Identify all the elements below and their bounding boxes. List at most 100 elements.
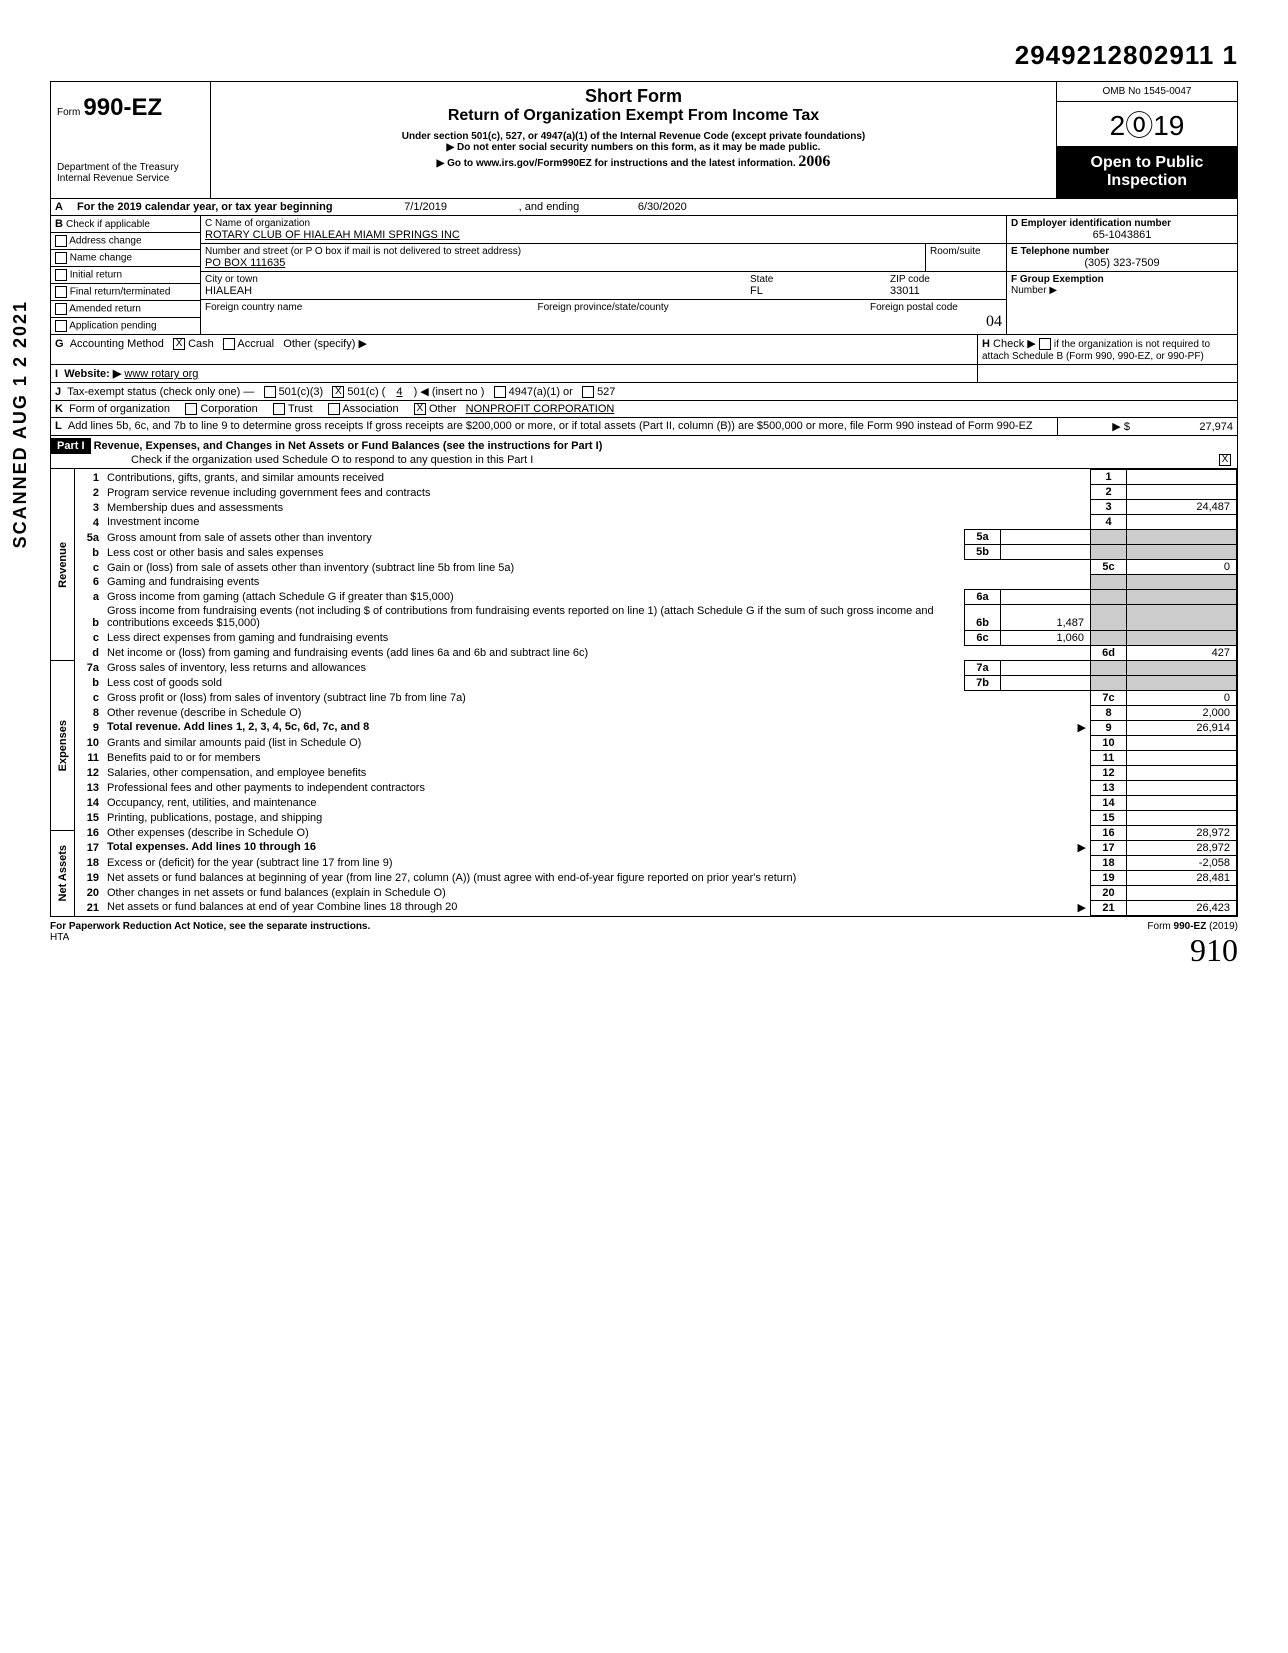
check-501c3[interactable] (264, 386, 276, 398)
room-label: Room/suite (930, 246, 1002, 257)
check-trust[interactable] (273, 403, 285, 415)
line-box-gray (1091, 589, 1127, 604)
line-box-gray (1091, 630, 1127, 645)
opt-4947a1: 4947(a)(1) or (509, 386, 573, 398)
line-number: 13 (75, 780, 103, 795)
i-label: Website: ▶ (64, 368, 121, 380)
check-501c[interactable]: X (332, 386, 344, 398)
check-h[interactable] (1039, 338, 1051, 350)
k-label: Form of organization (69, 403, 170, 415)
line-amount: 28,481 (1127, 870, 1237, 885)
check-amended-return[interactable] (55, 303, 67, 315)
line-box-gray (1091, 575, 1127, 590)
section-expenses: Expenses (57, 720, 69, 771)
line-number: 15 (75, 810, 103, 825)
opt-other-org: Other (429, 403, 457, 415)
line-text: Program service revenue including govern… (103, 485, 1091, 500)
row-j: J Tax-exempt status (check only one) — 5… (50, 383, 1238, 401)
check-final-return[interactable] (55, 286, 67, 298)
line-box-gray (1091, 675, 1127, 690)
e-label: E Telephone number (1011, 246, 1109, 257)
opt-address-change: Address change (69, 236, 141, 247)
line-box: 18 (1091, 855, 1127, 870)
check-name-change[interactable] (55, 252, 67, 264)
form-prefix: Form (57, 107, 80, 118)
line-row: 11Benefits paid to or for members11 (75, 750, 1237, 765)
line-number: 9 (75, 720, 103, 735)
line-row: 21Net assets or fund balances at end of … (75, 900, 1237, 915)
line-row: aGross income from gaming (attach Schedu… (75, 589, 1237, 604)
line-amount (1127, 765, 1237, 780)
line-amount-gray (1127, 660, 1237, 675)
org-address: PO BOX 111635 (205, 257, 921, 269)
f-sub: Number ▶ (1011, 285, 1233, 296)
line-text: Excess or (deficit) for the year (subtra… (103, 855, 1091, 870)
opt-application-pending: Application pending (69, 321, 156, 332)
check-527[interactable] (582, 386, 594, 398)
line-text: Contributions, gifts, grants, and simila… (103, 470, 1091, 485)
line-number: d (75, 645, 103, 660)
dept-treasury: Department of the Treasury Internal Reve… (57, 162, 204, 184)
state-label: State (750, 274, 882, 285)
line-text: Less cost of goods sold (103, 675, 965, 690)
line-text: Salaries, other compensation, and employ… (103, 765, 1091, 780)
open-public: Open to Public (1061, 154, 1233, 172)
lines-table: 1Contributions, gifts, grants, and simil… (75, 469, 1237, 916)
check-cash[interactable]: X (173, 338, 185, 350)
line-amount-gray (1127, 575, 1237, 590)
line-number: 8 (75, 705, 103, 720)
line-amount-gray (1127, 530, 1237, 545)
part1-checkbox[interactable]: X (1219, 454, 1231, 466)
line-row: 20Other changes in net assets or fund ba… (75, 885, 1237, 900)
line-amount: 427 (1127, 645, 1237, 660)
check-application-pending[interactable] (55, 320, 67, 332)
line-box: 20 (1091, 885, 1127, 900)
section-net-assets: Net Assets (57, 845, 69, 901)
org-state: FL (750, 285, 882, 297)
line-box: 2 (1091, 485, 1127, 500)
line-box: 1 (1091, 470, 1127, 485)
opt-501c-after: ) ◀ (insert no ) (414, 386, 485, 398)
handwritten-bottom: 910 (1147, 932, 1238, 969)
line-number: 12 (75, 765, 103, 780)
footer: For Paperwork Reduction Act Notice, see … (50, 921, 1238, 969)
check-corporation[interactable] (185, 403, 197, 415)
line-number: 19 (75, 870, 103, 885)
line-number: c (75, 630, 103, 645)
check-other-org[interactable]: X (414, 403, 426, 415)
line-text: Net assets or fund balances at end of ye… (103, 900, 1091, 915)
line-box: 14 (1091, 795, 1127, 810)
opt-initial-return: Initial return (70, 270, 122, 281)
check-4947a1[interactable] (494, 386, 506, 398)
line-box-gray (1091, 530, 1127, 545)
ssn-note: Do not enter social security numbers on … (457, 142, 820, 153)
line-number: 18 (75, 855, 103, 870)
phone-value: (305) 323-7509 (1011, 257, 1233, 269)
check-association[interactable] (328, 403, 340, 415)
opt-accrual: Accrual (237, 338, 274, 350)
line-number: b (75, 604, 103, 630)
line-box: 9 (1091, 720, 1127, 735)
line-number: b (75, 675, 103, 690)
line-row: 3Membership dues and assessments324,487 (75, 500, 1237, 515)
line-text: Total expenses. Add lines 10 through 16 … (103, 840, 1091, 855)
line-text: Gaming and fundraising events (103, 575, 1091, 590)
line-row: 9Total revenue. Add lines 1, 2, 3, 4, 5c… (75, 720, 1237, 735)
line-amount (1127, 485, 1237, 500)
line-number: 17 (75, 840, 103, 855)
check-address-change[interactable] (55, 235, 67, 247)
line-row: 7aGross sales of inventory, less returns… (75, 660, 1237, 675)
check-initial-return[interactable] (55, 269, 67, 281)
line-row: bLess cost of goods sold7b (75, 675, 1237, 690)
org-name: ROTARY CLUB OF HIALEAH MIAMI SPRINGS INC (205, 229, 1002, 241)
line-number: c (75, 690, 103, 705)
line-number: 10 (75, 735, 103, 750)
line-text: Net income or (loss) from gaming and fun… (103, 645, 1091, 660)
row-l: L Add lines 5b, 6c, and 7b to line 9 to … (50, 418, 1238, 436)
check-accrual[interactable] (223, 338, 235, 350)
line-box: 10 (1091, 735, 1127, 750)
org-zip: 33011 (890, 285, 1002, 297)
line-amount: 26,423 (1127, 900, 1237, 915)
line-text: Gross profit or (loss) from sales of inv… (103, 690, 1091, 705)
line-box: 17 (1091, 840, 1127, 855)
